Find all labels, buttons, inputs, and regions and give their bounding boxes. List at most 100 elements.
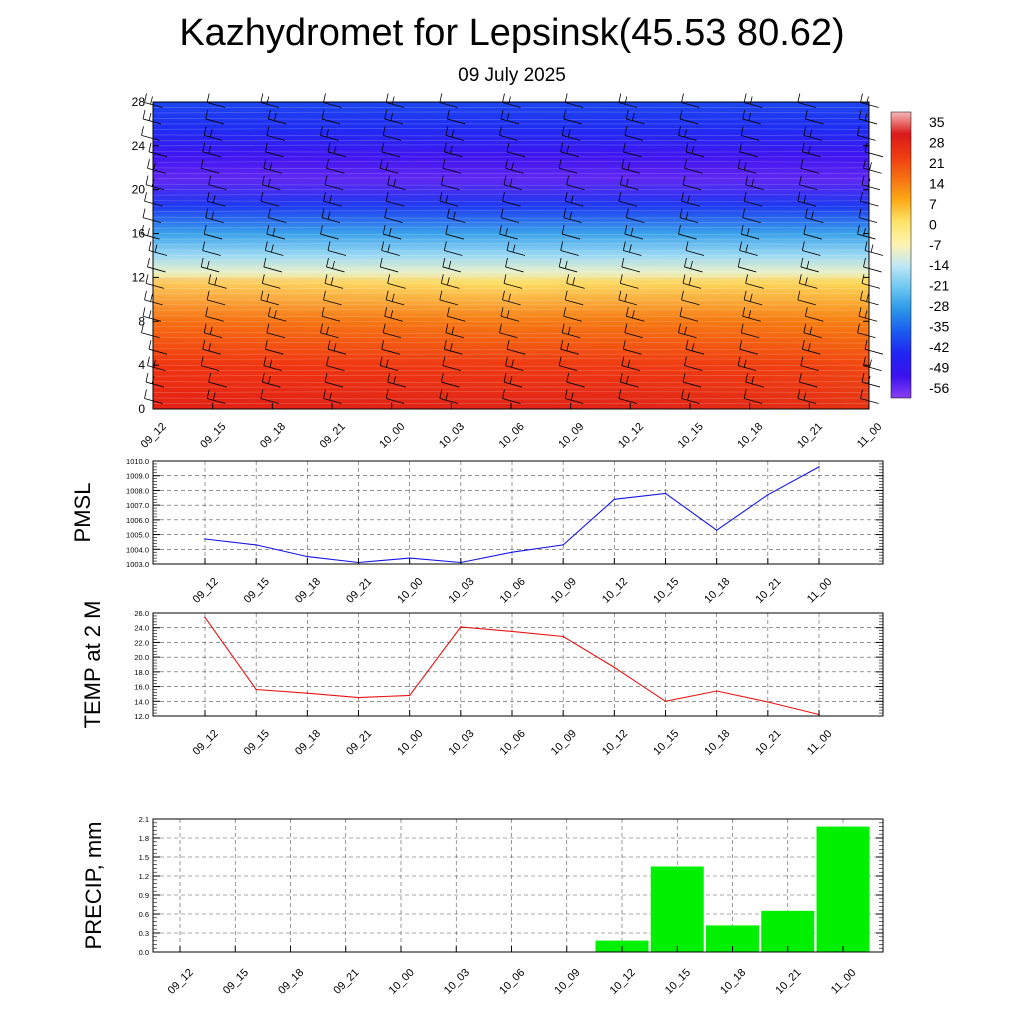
wind-barb-flag bbox=[260, 93, 264, 103]
x-tick-label: 10_12 bbox=[608, 967, 638, 997]
wind-barb-shaft bbox=[562, 233, 581, 240]
wind-barb-flag bbox=[445, 323, 449, 333]
wind-barb-shaft bbox=[618, 200, 637, 207]
wind-barb-shaft bbox=[682, 184, 702, 191]
y-tick-label: 24 bbox=[132, 139, 146, 153]
wind-barb-shaft bbox=[147, 365, 166, 372]
wind-barb-shaft bbox=[447, 315, 466, 322]
wind-barb-flag bbox=[387, 244, 391, 253]
wind-barb-shaft bbox=[324, 184, 344, 191]
colorbar-label: -14 bbox=[929, 257, 949, 273]
wind-barb-shaft bbox=[500, 217, 520, 223]
x-tick-label: 09_21 bbox=[344, 576, 374, 606]
wind-barb-shaft bbox=[383, 134, 402, 141]
wind-barb-flag bbox=[148, 142, 152, 152]
contour-line bbox=[152, 200, 870, 203]
wind-barb-flag bbox=[622, 340, 626, 350]
wind-barb-flag bbox=[618, 93, 622, 103]
wind-barb-flag bbox=[382, 126, 386, 136]
contour-line bbox=[152, 348, 870, 351]
wind-barb-shaft bbox=[147, 167, 166, 174]
x-tick-label: 10_12 bbox=[600, 728, 630, 758]
wind-barb-shaft bbox=[805, 315, 824, 322]
wind-barb-shaft bbox=[381, 151, 400, 158]
wind-barb-flag bbox=[506, 142, 510, 152]
y-tick-label: 0.3 bbox=[139, 929, 149, 938]
wind-barb-flag bbox=[260, 192, 264, 202]
wind-barb-flag bbox=[263, 356, 267, 366]
x-tick-label: 10_00 bbox=[377, 421, 407, 451]
wind-barb-shaft bbox=[863, 266, 882, 273]
wind-barb-flag bbox=[212, 195, 216, 204]
wind-barb-shaft bbox=[380, 167, 399, 174]
wind-barb-flag bbox=[390, 310, 394, 319]
wind-barb-flag bbox=[866, 96, 869, 105]
wind-barb-shaft bbox=[263, 167, 282, 174]
wind-barb-shaft bbox=[442, 365, 461, 372]
wind-barb-flag bbox=[691, 343, 695, 352]
wind-barb-flag bbox=[566, 343, 570, 352]
wind-barb-shaft bbox=[260, 398, 279, 404]
y-axis-label: PRECIP, mm bbox=[81, 822, 106, 950]
wind-barb-flag bbox=[264, 241, 268, 251]
wind-barb-shaft bbox=[147, 266, 166, 273]
wind-barb-flag bbox=[440, 175, 444, 185]
wind-barb-flag bbox=[558, 356, 562, 366]
wind-barb-flag bbox=[625, 178, 629, 187]
wind-barb-flag bbox=[142, 208, 146, 218]
wind-barb-shaft bbox=[744, 398, 763, 404]
x-tick-label: 09_15 bbox=[242, 576, 272, 606]
wind-barb-flag bbox=[682, 372, 686, 383]
wind-barb-flag bbox=[267, 178, 271, 187]
colorbar-label: -21 bbox=[929, 278, 949, 294]
wind-barb-shaft bbox=[266, 233, 285, 240]
wind-barb-shaft bbox=[384, 118, 403, 125]
colorbar-label: 14 bbox=[929, 176, 945, 192]
wind-barb-flag bbox=[630, 227, 634, 237]
wind-barb-flag bbox=[749, 96, 753, 105]
wind-barb-shaft bbox=[384, 315, 403, 322]
wind-barb-shaft bbox=[445, 134, 464, 141]
wind-barb-flag bbox=[439, 93, 443, 103]
wind-barb-shaft bbox=[380, 266, 399, 273]
wind-barb-flag bbox=[746, 227, 750, 237]
wind-barb-flag bbox=[506, 310, 510, 319]
wind-barb-flag bbox=[273, 310, 277, 319]
wind-barb-flag bbox=[270, 244, 274, 253]
wind-barb-shaft bbox=[441, 283, 460, 289]
y-tick-label: 1.5 bbox=[139, 853, 149, 862]
wind-barb-flag bbox=[685, 241, 689, 251]
wind-barb-flag bbox=[208, 175, 212, 185]
wind-barb-flag bbox=[502, 93, 505, 103]
wind-barb-shaft bbox=[566, 184, 585, 191]
wind-barb-flag bbox=[205, 109, 209, 120]
wind-barb-flag bbox=[321, 208, 325, 218]
wind-barb-flag bbox=[381, 340, 385, 350]
wind-barb-flag bbox=[563, 208, 567, 218]
wind-barb-flag bbox=[200, 159, 204, 169]
wind-barb-flag bbox=[749, 293, 753, 302]
wind-barb-flag bbox=[621, 159, 625, 169]
y-tick-label: 1006.0 bbox=[126, 516, 149, 525]
wind-barb-flag bbox=[324, 274, 328, 284]
panel-frame bbox=[152, 818, 884, 953]
wind-barb-flag bbox=[567, 326, 571, 335]
wind-barb-shaft bbox=[260, 102, 279, 108]
contour-line bbox=[152, 381, 870, 383]
wind-barb-shaft bbox=[386, 200, 405, 207]
wind-barb-flag bbox=[682, 175, 686, 185]
wind-barb-flag bbox=[797, 192, 801, 202]
wind-barb-flag bbox=[144, 93, 147, 103]
x-tick-label: 10_03 bbox=[442, 967, 472, 997]
contour-line bbox=[152, 358, 870, 361]
wind-barb-flag bbox=[267, 208, 271, 218]
wind-barb-shaft bbox=[679, 118, 699, 125]
wind-barb-flag bbox=[740, 126, 744, 136]
wind-barb-flag bbox=[684, 129, 687, 138]
wind-barb-shaft bbox=[202, 151, 221, 158]
y-axis-label: PMSL bbox=[70, 483, 95, 543]
wind-barb-flag bbox=[511, 359, 514, 368]
y-tick-label: 0.9 bbox=[139, 891, 149, 900]
y-tick-label: 22.0 bbox=[134, 638, 149, 647]
wind-barb-flag bbox=[508, 293, 511, 302]
